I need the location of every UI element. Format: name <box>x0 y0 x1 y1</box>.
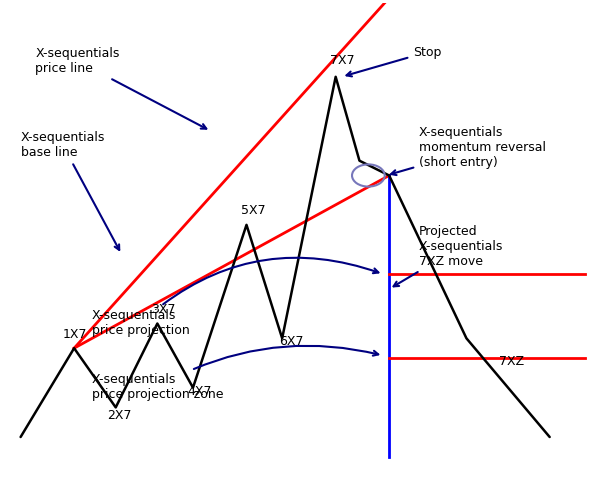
Text: X-sequentials
price projection zone: X-sequentials price projection zone <box>92 346 378 401</box>
Text: 6X7: 6X7 <box>279 335 304 348</box>
Text: 7X7: 7X7 <box>330 54 355 67</box>
Text: 3X7: 3X7 <box>151 303 176 316</box>
Text: X-sequentials
momentum reversal
(short entry): X-sequentials momentum reversal (short e… <box>391 126 546 175</box>
Text: X-sequentials
price projection: X-sequentials price projection <box>92 257 379 337</box>
Text: 4X7: 4X7 <box>187 385 212 398</box>
Text: Stop: Stop <box>347 45 442 76</box>
Text: 2X7: 2X7 <box>107 409 131 422</box>
Text: 5X7: 5X7 <box>241 205 265 218</box>
Text: 7XZ: 7XZ <box>499 355 524 368</box>
Text: 1X7: 1X7 <box>62 328 87 341</box>
Text: X-sequentials
base line: X-sequentials base line <box>20 131 119 250</box>
Text: Projected
X-sequentials
7XZ move: Projected X-sequentials 7XZ move <box>394 225 503 286</box>
Text: X-sequentials
price line: X-sequentials price line <box>35 47 206 129</box>
